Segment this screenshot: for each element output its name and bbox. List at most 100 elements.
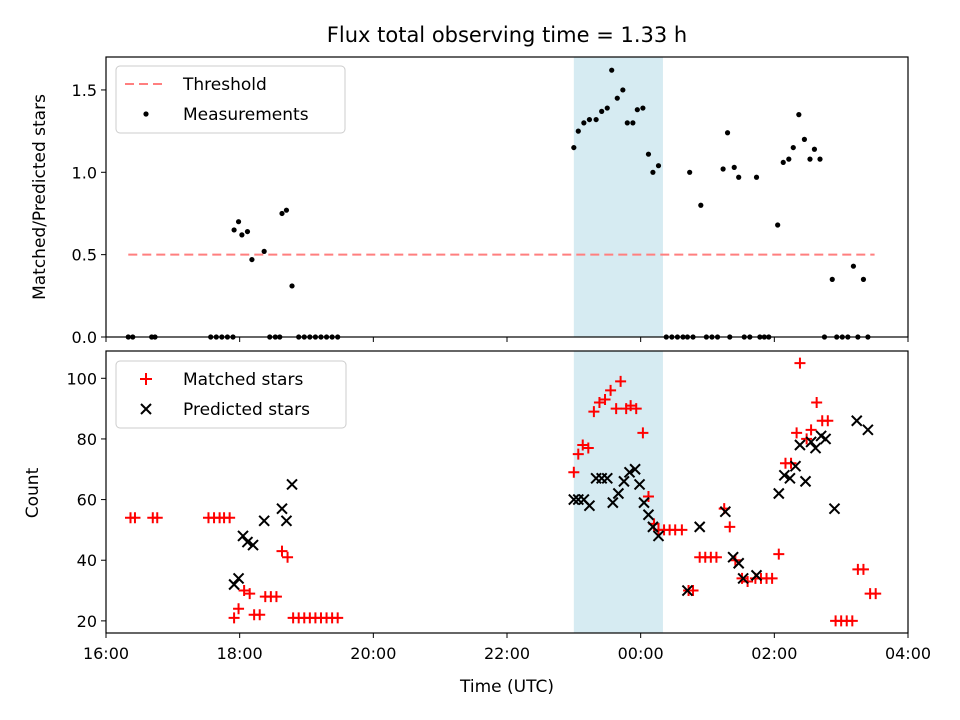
measurement-point xyxy=(575,128,581,134)
measurement-point xyxy=(850,263,857,269)
legend-measurements-label: Measurements xyxy=(183,105,309,125)
matched-star-point xyxy=(687,585,699,597)
measurement-point xyxy=(289,283,295,289)
matched-star-point xyxy=(151,512,163,524)
matched-star-point xyxy=(710,551,722,563)
measurement-point xyxy=(581,120,587,126)
top-y-tick-label: 0.0 xyxy=(72,328,97,347)
predicted-star-point xyxy=(681,584,694,597)
predicted-star-point xyxy=(612,487,625,500)
x-tick-label: 04:00 xyxy=(885,644,931,663)
measurement-point xyxy=(736,174,742,180)
predicted-star-point xyxy=(819,433,832,445)
measurement-point xyxy=(687,169,693,175)
bottom-y-axis-label: Count xyxy=(23,467,43,518)
bottom-panel: 20 40 60 80 100 16:00 18:00 20:00 22:00 00:00 02:… xyxy=(23,350,931,697)
x-tick-label: 16:00 xyxy=(83,644,129,663)
bottom-plot-frame xyxy=(105,350,909,634)
matched-star-point xyxy=(794,357,806,369)
measurement-point xyxy=(796,112,802,118)
predicted-star-point xyxy=(732,557,745,569)
predicted-star-point xyxy=(232,572,245,585)
measurement-point xyxy=(655,163,662,169)
predicted-star-point xyxy=(773,487,785,500)
predicted-star-point xyxy=(228,578,240,591)
top-y-tick-label: 0.5 xyxy=(72,246,97,265)
measurement-point xyxy=(640,105,646,111)
matched-star-point xyxy=(233,603,245,615)
legend-matched-swatch xyxy=(140,373,152,385)
matched-star-point xyxy=(610,403,622,415)
predicted-star-point xyxy=(693,521,706,533)
measurement-point xyxy=(604,105,610,111)
matched-star-point xyxy=(582,442,594,454)
x-tick-label: 22:00 xyxy=(484,644,530,663)
measurement-point xyxy=(790,144,796,151)
matched-star-point xyxy=(572,448,584,460)
predicted-star-point xyxy=(652,530,665,542)
bottom-y-axis-ticks: 20 40 60 80 100 xyxy=(66,369,106,631)
matched-star-point xyxy=(238,585,250,597)
matched-star-point xyxy=(742,575,754,587)
measurement-point xyxy=(614,95,620,101)
predicted-star-point xyxy=(750,569,763,582)
matched-star-point xyxy=(228,612,240,624)
legend-measurements-swatch xyxy=(143,111,149,117)
measurement-point xyxy=(261,248,267,254)
matched-star-point xyxy=(615,375,627,387)
matched-star-point xyxy=(773,548,785,560)
predicted-star-point xyxy=(607,496,619,509)
top-y-tick-label: 1.5 xyxy=(72,81,97,100)
measurement-point xyxy=(780,159,786,166)
matched-star-point xyxy=(630,403,642,415)
matched-star-point xyxy=(724,521,736,533)
matched-star-point xyxy=(785,457,797,469)
predicted-star-point xyxy=(784,472,796,485)
matched-star-point xyxy=(822,415,834,427)
matched-star-point xyxy=(625,400,637,412)
matched-star-point xyxy=(129,512,141,524)
matched-star-point xyxy=(605,384,617,396)
predicted-star-point xyxy=(862,424,874,436)
top-y-tick-label: 1.0 xyxy=(72,163,97,182)
matched-star-point xyxy=(791,427,803,439)
x-tick-label: 18:00 xyxy=(217,644,263,663)
measurement-point xyxy=(645,151,652,157)
predicted-star-point xyxy=(828,502,841,515)
measurement-point xyxy=(753,174,760,180)
predicted-star-point xyxy=(633,478,646,491)
matched-star-point xyxy=(637,427,649,439)
matched-star-point xyxy=(593,397,605,409)
predicted-star-point xyxy=(638,496,650,509)
predicted-star-point xyxy=(778,469,791,482)
matched-star-point xyxy=(599,394,611,406)
predicted-star-point xyxy=(241,536,254,548)
matched-star-point xyxy=(857,563,869,575)
matched-star-point xyxy=(282,551,294,563)
bottom-y-tick-label: 60 xyxy=(77,491,97,510)
legend-threshold-label: Threshold xyxy=(182,75,267,95)
measurement-point xyxy=(731,164,737,170)
top-panel: 0.0 0.5 1.0 1.5 Matched/Predicted stars Thr… xyxy=(30,56,909,347)
measurement-point xyxy=(801,136,808,142)
predicted-star-point xyxy=(799,475,812,488)
measurement-point xyxy=(698,202,704,208)
predicted-star-point xyxy=(276,502,288,515)
measurements-series xyxy=(125,67,871,340)
matched-star-point xyxy=(568,466,580,478)
predicted-star-point xyxy=(805,436,817,448)
x-tick-label: 00:00 xyxy=(618,644,664,663)
measurement-point xyxy=(249,256,255,263)
predicted-star-point xyxy=(737,572,749,585)
bottom-x-axis-ticks: 16:00 18:00 20:00 22:00 00:00 02:00 04:00 xyxy=(83,633,931,663)
measurement-point xyxy=(650,169,656,175)
matched-star-point xyxy=(332,612,344,624)
measurement-point xyxy=(586,116,593,123)
measurement-point xyxy=(829,276,835,282)
measurement-point xyxy=(860,276,867,282)
x-axis-label: Time (UTC) xyxy=(459,677,554,697)
predicted-star-point xyxy=(623,466,636,478)
predicted-star-point xyxy=(719,506,732,518)
measurement-point xyxy=(630,120,636,126)
